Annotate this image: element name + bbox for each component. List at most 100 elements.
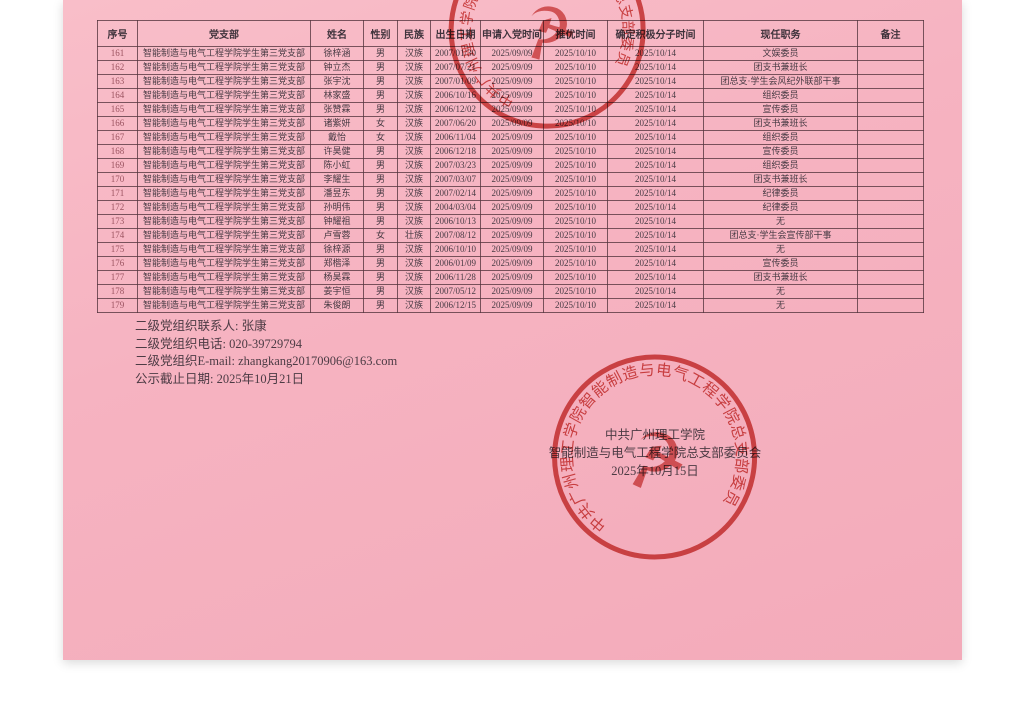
table-cell bbox=[857, 130, 924, 145]
table-cell: 2025/10/14 bbox=[607, 270, 704, 285]
table-cell: 汉族 bbox=[397, 284, 431, 299]
signature-org-line2: 智能制造与电气工程学院总支部委员会 bbox=[548, 446, 762, 460]
table-cell: 2025/10/14 bbox=[607, 60, 704, 75]
table-cell bbox=[857, 228, 924, 243]
table-cell: 汉族 bbox=[397, 200, 431, 215]
table-cell: 李耀生 bbox=[310, 172, 364, 187]
table-cell: 169 bbox=[97, 158, 138, 173]
table-cell: 组织委员 bbox=[703, 130, 858, 145]
table-cell: 2006/10/13 bbox=[430, 214, 481, 229]
publicity-deadline-line: 公示截止日期: 2025年10月21日 bbox=[135, 371, 305, 386]
table-cell: 男 bbox=[363, 186, 398, 201]
table-cell: 戴怡 bbox=[310, 130, 364, 145]
table-cell: 智能制造与电气工程学院学生第三党支部 bbox=[137, 186, 311, 201]
table-cell: 2025/10/10 bbox=[543, 228, 608, 243]
table-cell: 汉族 bbox=[397, 214, 431, 229]
table-cell: 智能制造与电气工程学院学生第三党支部 bbox=[137, 144, 311, 159]
table-cell: 2025/09/09 bbox=[480, 102, 544, 117]
table-cell: 2025/10/10 bbox=[543, 214, 608, 229]
table-cell: 智能制造与电气工程学院学生第三党支部 bbox=[137, 46, 311, 61]
table-cell: 2025/09/09 bbox=[480, 284, 544, 299]
table-cell: 智能制造与电气工程学院学生第三党支部 bbox=[137, 172, 311, 187]
table-cell: 无 bbox=[703, 242, 858, 257]
column-header: 姓名 bbox=[310, 20, 364, 47]
table-cell: 2007/07/21 bbox=[430, 60, 481, 75]
table-cell: 无 bbox=[703, 298, 858, 313]
table-cell: 2007/05/12 bbox=[430, 284, 481, 299]
table-cell: 2025/09/09 bbox=[480, 228, 544, 243]
table-cell: 男 bbox=[363, 88, 398, 103]
table-cell: 2025/09/09 bbox=[480, 74, 544, 89]
table-cell: 男 bbox=[363, 214, 398, 229]
table-cell: 汉族 bbox=[397, 130, 431, 145]
table-cell: 162 bbox=[97, 60, 138, 75]
table-cell: 2025/10/14 bbox=[607, 46, 704, 61]
table-row: 172 智能制造与电气工程学院学生第三党支部 孙明伟男汉族 2004/03/04 202… bbox=[97, 200, 924, 215]
table-cell: 2004/03/04 bbox=[430, 200, 481, 215]
table-cell: 杨昊霖 bbox=[310, 270, 364, 285]
table-cell: 男 bbox=[363, 172, 398, 187]
table-cell: 壮族 bbox=[397, 228, 431, 243]
table-cell: 智能制造与电气工程学院学生第三党支部 bbox=[137, 270, 311, 285]
table-cell: 汉族 bbox=[397, 60, 431, 75]
table-cell: 林家盛 bbox=[310, 88, 364, 103]
table-cell: 智能制造与电气工程学院学生第三党支部 bbox=[137, 298, 311, 313]
table-cell: 女 bbox=[363, 116, 398, 131]
table-cell: 汉族 bbox=[397, 242, 431, 257]
table-cell: 2025/10/10 bbox=[543, 298, 608, 313]
table-row: 164 智能制造与电气工程学院学生第三党支部 林家盛男汉族 2006/10/16 202… bbox=[97, 88, 924, 103]
table-cell: 174 bbox=[97, 228, 138, 243]
table-cell bbox=[857, 270, 924, 285]
table-cell: 2025/10/14 bbox=[607, 228, 704, 243]
table-cell: 2025/09/09 bbox=[480, 256, 544, 271]
table-cell: 2007/01/09 bbox=[430, 74, 481, 89]
table-cell: 汉族 bbox=[397, 74, 431, 89]
table-cell: 2025/10/10 bbox=[543, 200, 608, 215]
column-header: 党支部 bbox=[137, 20, 311, 47]
table-cell: 朱俊朗 bbox=[310, 298, 364, 313]
table-cell: 2025/09/09 bbox=[480, 298, 544, 313]
table-cell: 汉族 bbox=[397, 102, 431, 117]
table-row: 174 智能制造与电气工程学院学生第三党支部 卢雪蓉女壮族 2007/08/12 202… bbox=[97, 228, 924, 243]
table-cell: 2025/10/10 bbox=[543, 130, 608, 145]
table-cell: 汉族 bbox=[397, 46, 431, 61]
table-cell: 智能制造与电气工程学院学生第三党支部 bbox=[137, 214, 311, 229]
table-cell: 男 bbox=[363, 102, 398, 117]
table-cell: 智能制造与电气工程学院学生第三党支部 bbox=[137, 88, 311, 103]
table-cell: 男 bbox=[363, 256, 398, 271]
table-cell: 178 bbox=[97, 284, 138, 299]
table-cell: 172 bbox=[97, 200, 138, 215]
table-cell: 团支书兼班长 bbox=[703, 270, 858, 285]
table-cell: 167 bbox=[97, 130, 138, 145]
table-cell: 宣传委员 bbox=[703, 102, 858, 117]
table-cell bbox=[857, 186, 924, 201]
table-cell: 徐梓源 bbox=[310, 242, 364, 257]
table-cell: 男 bbox=[363, 144, 398, 159]
table-cell: 2025/10/10 bbox=[543, 60, 608, 75]
table-cell: 男 bbox=[363, 270, 398, 285]
table-cell: 团支书兼班长 bbox=[703, 116, 858, 131]
table-cell: 2007/06/20 bbox=[430, 116, 481, 131]
table-cell: 2006/12/18 bbox=[430, 144, 481, 159]
table-cell: 2025/10/14 bbox=[607, 186, 704, 201]
table-cell: 智能制造与电气工程学院学生第三党支部 bbox=[137, 256, 311, 271]
column-header: 推优时间 bbox=[543, 20, 608, 47]
table-cell bbox=[857, 242, 924, 257]
table-row: 175 智能制造与电气工程学院学生第三党支部 徐梓源男汉族 2006/10/10 202… bbox=[97, 242, 924, 257]
table-cell: 2025/10/14 bbox=[607, 172, 704, 187]
document-paper: 序号 党支部 姓名 性别 民族 出生日期 申请入党时间 推优时间 确定积极分子时间 现任职务 备注 … bbox=[63, 0, 962, 660]
table-cell: 2025/10/14 bbox=[607, 158, 704, 173]
table-cell: 男 bbox=[363, 46, 398, 61]
table-cell: 163 bbox=[97, 74, 138, 89]
table-cell: 2025/09/09 bbox=[480, 242, 544, 257]
table-cell: 165 bbox=[97, 102, 138, 117]
table-cell: 诸紫妍 bbox=[310, 116, 364, 131]
table-cell: 姜宇恒 bbox=[310, 284, 364, 299]
table-cell: 2025/10/10 bbox=[543, 172, 608, 187]
table-row: 167 智能制造与电气工程学院学生第三党支部 戴怡女汉族 2006/11/04 2025… bbox=[97, 130, 924, 145]
table-cell bbox=[857, 158, 924, 173]
table-cell: 2025/10/10 bbox=[543, 270, 608, 285]
table-cell bbox=[857, 214, 924, 229]
table-row: 165 智能制造与电气工程学院学生第三党支部 张赞霖男汉族 2006/12/02 202… bbox=[97, 102, 924, 117]
table-cell: 孙明伟 bbox=[310, 200, 364, 215]
